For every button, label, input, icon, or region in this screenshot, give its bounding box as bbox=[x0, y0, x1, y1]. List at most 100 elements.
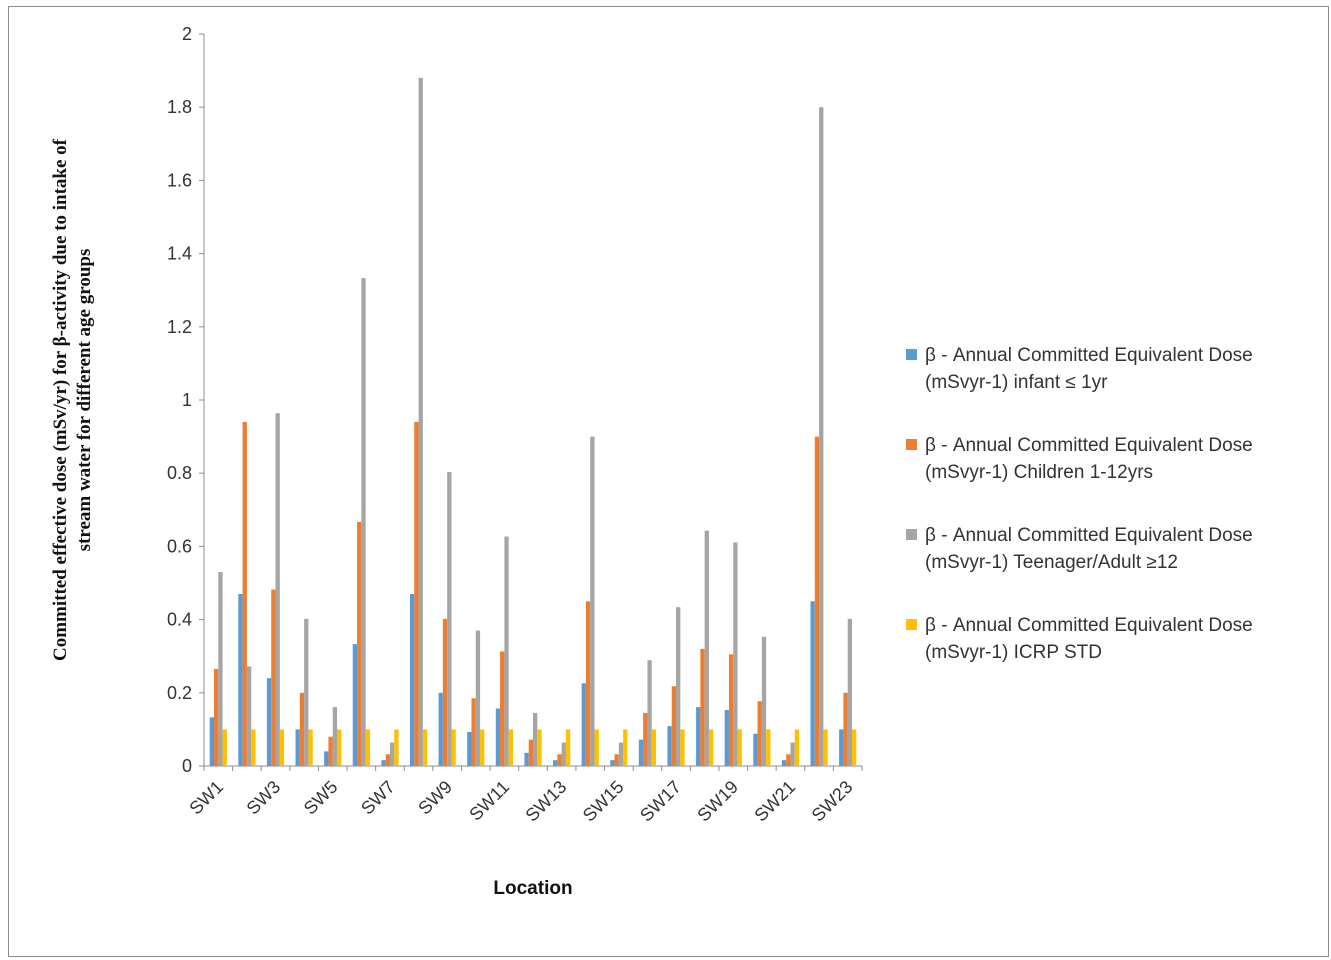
bar-SW8-series-4 bbox=[422, 729, 428, 766]
bar-SW17-series-3 bbox=[676, 607, 681, 766]
y-axis-label-line-2: stream water for different age groups bbox=[74, 249, 95, 552]
bar-SW23-series-2 bbox=[843, 692, 848, 766]
legend-label-line: (mSvyr-1) Teenager/Adult ≥12 bbox=[925, 552, 1178, 573]
bar-SW5-series-3 bbox=[332, 707, 338, 766]
bar-SW20-series-2 bbox=[757, 701, 762, 766]
bar-SW2-series-3 bbox=[246, 666, 252, 766]
legend-label-line: β - Annual Committed Equivalent Dose bbox=[925, 345, 1253, 366]
bar-SW16-series-4 bbox=[651, 729, 657, 766]
bar-SW19-series-1 bbox=[724, 710, 729, 766]
x-tick-label: SW17 bbox=[636, 777, 685, 826]
bar-SW10-series-4 bbox=[480, 729, 485, 766]
bar-SW4-series-3 bbox=[304, 618, 309, 766]
chart-legend: β - Annual Committed Equivalent Dose (mSv… bbox=[906, 345, 1253, 663]
x-tick-label: SW23 bbox=[808, 777, 857, 826]
x-tick-label: SW9 bbox=[414, 777, 456, 819]
bar-SW2-series-4 bbox=[251, 729, 256, 766]
legend-item-1: β - Annual Committed Equivalent Dose (mSv… bbox=[906, 345, 1253, 393]
bar-SW13-series-1 bbox=[553, 760, 558, 766]
bar-SW10-series-3 bbox=[475, 630, 481, 766]
x-tick-label: SW19 bbox=[693, 777, 742, 826]
bar-SW12-series-2 bbox=[528, 739, 533, 766]
bar-SW17-series-4 bbox=[680, 729, 685, 766]
bar-SW12-series-4 bbox=[537, 729, 542, 766]
bar-SW3-series-2 bbox=[271, 589, 276, 766]
bar-SW16-series-2 bbox=[643, 712, 648, 766]
bar-SW20-series-4 bbox=[766, 729, 771, 766]
legend-label-line: β - Annual Committed Equivalent Dose bbox=[925, 525, 1253, 546]
legend-swatch bbox=[906, 529, 917, 540]
bar-SW14-series-1 bbox=[581, 683, 586, 766]
bar-SW21-series-1 bbox=[781, 760, 787, 766]
bar-SW13-series-2 bbox=[557, 754, 562, 766]
bar-SW20-series-3 bbox=[761, 636, 767, 766]
y-tick-label: 1 bbox=[182, 390, 192, 410]
x-axis-label: Location bbox=[493, 878, 572, 899]
bar-SW8-series-3 bbox=[418, 77, 423, 767]
y-tick-label: 0.2 bbox=[167, 683, 192, 703]
bar-SW3-series-4 bbox=[279, 729, 285, 766]
bar-SW6-series-1 bbox=[352, 644, 358, 766]
bar-SW22-series-2 bbox=[814, 436, 820, 766]
y-tick-label: 2 bbox=[182, 24, 192, 44]
bar-SW8-series-2 bbox=[414, 421, 419, 766]
bar-SW1-series-2 bbox=[214, 669, 219, 766]
legend-item-2: β - Annual Committed Equivalent Dose (mSv… bbox=[906, 435, 1253, 483]
x-tick-label: SW21 bbox=[750, 777, 799, 826]
bar-SW16-series-3 bbox=[647, 660, 652, 766]
x-tick-label: SW15 bbox=[579, 777, 628, 826]
bar-SW4-series-2 bbox=[299, 692, 305, 766]
legend-swatch bbox=[906, 349, 917, 360]
y-axis-label-line-1: Committed effective dose (mSv/yr) for β-… bbox=[50, 138, 71, 661]
bar-SW14-series-3 bbox=[590, 436, 595, 766]
bar-SW17-series-1 bbox=[667, 726, 672, 766]
bar-SW14-series-4 bbox=[594, 729, 599, 766]
bar-SW15-series-3 bbox=[618, 742, 624, 766]
bar-SW6-series-4 bbox=[365, 729, 370, 766]
bar-SW18-series-4 bbox=[708, 729, 714, 766]
bar-SW7-series-3 bbox=[389, 742, 395, 766]
chart-axes bbox=[199, 33, 863, 771]
bar-SW18-series-1 bbox=[696, 707, 701, 766]
y-tick-label: 0 bbox=[182, 756, 192, 776]
bar-SW15-series-1 bbox=[610, 760, 615, 766]
bar-SW5-series-4 bbox=[337, 729, 342, 766]
chart-frame bbox=[8, 6, 1329, 957]
x-tick-label: SW7 bbox=[357, 777, 399, 819]
bar-SW21-series-3 bbox=[790, 742, 795, 766]
bar-SW1-series-1 bbox=[209, 717, 214, 766]
bar-SW7-series-2 bbox=[385, 754, 390, 766]
legend-swatch bbox=[906, 619, 917, 630]
bar-SW5-series-2 bbox=[328, 736, 333, 766]
legend-item-4: β - Annual Committed Equivalent Dose (mSv… bbox=[906, 615, 1253, 663]
y-tick-label: 0.4 bbox=[167, 610, 192, 630]
bar-SW13-series-3 bbox=[561, 742, 566, 766]
bar-SW14-series-2 bbox=[585, 601, 591, 766]
bar-SW17-series-2 bbox=[671, 686, 677, 766]
y-tick-label: 0.6 bbox=[167, 536, 192, 556]
bar-SW22-series-1 bbox=[810, 601, 815, 766]
bar-SW15-series-2 bbox=[614, 754, 619, 766]
bar-SW21-series-4 bbox=[794, 729, 800, 766]
bar-SW12-series-1 bbox=[524, 752, 529, 766]
bar-SW13-series-4 bbox=[565, 729, 571, 766]
x-tick-label: SW13 bbox=[522, 777, 571, 826]
bar-SW18-series-3 bbox=[704, 530, 709, 766]
y-tick-label: 1.4 bbox=[167, 244, 192, 264]
bar-SW19-series-4 bbox=[737, 729, 742, 766]
bar-SW21-series-2 bbox=[786, 754, 791, 766]
bar-SW1-series-3 bbox=[218, 572, 223, 766]
bar-SW23-series-3 bbox=[847, 618, 852, 766]
bar-SW4-series-1 bbox=[295, 729, 300, 766]
legend-label-line: (mSvyr-1) Children 1-12yrs bbox=[925, 462, 1153, 483]
bar-SW11-series-4 bbox=[508, 729, 513, 766]
bar-SW5-series-1 bbox=[324, 751, 329, 766]
bar-SW12-series-3 bbox=[533, 712, 538, 766]
bar-SW19-series-3 bbox=[733, 542, 738, 766]
legend-label-line: β - Annual Committed Equivalent Dose bbox=[925, 615, 1253, 636]
y-tick-label: 1.8 bbox=[167, 97, 192, 117]
x-tick-label: SW11 bbox=[465, 777, 513, 825]
y-tick-label: 0.8 bbox=[167, 463, 192, 483]
x-tick-label: SW5 bbox=[300, 777, 342, 819]
